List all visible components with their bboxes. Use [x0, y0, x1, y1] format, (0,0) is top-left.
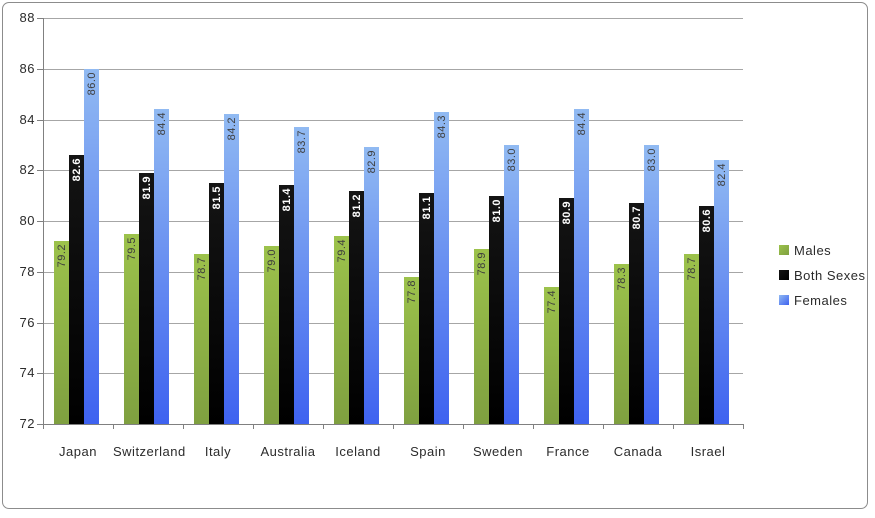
x-axis-tick: [323, 424, 324, 429]
y-axis-tick: [37, 373, 43, 375]
bar-females-japan[interactable]: [84, 68, 99, 424]
gridline: [43, 170, 743, 172]
x-axis-category-label: Sweden: [473, 444, 523, 459]
bar-females-canada[interactable]: [644, 144, 659, 424]
bar-females-france[interactable]: [574, 109, 589, 424]
bar-males-spain[interactable]: [404, 276, 419, 424]
y-axis-tick-label: 88: [19, 10, 35, 25]
bar-females-italy[interactable]: [224, 114, 239, 424]
bar-females-spain[interactable]: [434, 111, 449, 424]
x-axis-category-label: France: [546, 444, 590, 459]
x-axis-tick: [253, 424, 254, 429]
x-axis-tick: [183, 424, 184, 429]
bar-males-iceland[interactable]: [334, 236, 349, 424]
y-axis-tick: [37, 170, 43, 172]
bar-both-sexes-italy[interactable]: [209, 182, 224, 424]
bar-both-sexes-australia[interactable]: [279, 185, 294, 424]
y-axis-tick-label: 84: [19, 111, 35, 127]
legend: Males Both Sexes Females: [779, 242, 866, 308]
bar-females-iceland[interactable]: [364, 147, 379, 424]
x-axis-category-label: Israel: [690, 444, 726, 459]
chart-frame: 79.2 82.6 86.0 79.5 81.9 84.4 78.7 81.5 84.2 79.0…: [2, 2, 868, 509]
y-axis-tick-label: 82: [19, 162, 35, 178]
x-axis-category-label: Iceland: [335, 444, 381, 459]
legend-label: Females: [794, 292, 848, 308]
bar-both-sexes-sweden[interactable]: [489, 195, 504, 424]
x-axis-tick: [463, 424, 464, 429]
y-axis-tick-label: 86: [19, 60, 35, 76]
legend-label: Both Sexes: [794, 267, 866, 283]
x-axis-category-label: Japan: [59, 444, 97, 459]
bar-both-sexes-canada[interactable]: [629, 203, 644, 424]
x-axis-tick: [533, 424, 534, 429]
gridline: [43, 119, 743, 121]
legend-swatch-females: [779, 295, 789, 305]
legend-swatch-males: [779, 245, 789, 255]
legend-item-both-sexes[interactable]: Both Sexes: [779, 267, 866, 283]
gridline: [43, 373, 743, 375]
x-axis-tick: [673, 424, 674, 429]
y-axis-tick: [37, 424, 43, 425]
bar-females-israel[interactable]: [714, 160, 729, 424]
x-axis-category-label: Australia: [260, 444, 316, 459]
bar-both-sexes-israel[interactable]: [699, 205, 714, 424]
bar-males-australia[interactable]: [264, 246, 279, 424]
bar-males-switzerland[interactable]: [124, 233, 139, 424]
bar-both-sexes-france[interactable]: [559, 198, 574, 424]
x-axis-tick: [743, 424, 744, 429]
gridline: [43, 271, 743, 273]
bar-both-sexes-switzerland[interactable]: [139, 172, 154, 424]
y-axis-line: [43, 18, 44, 424]
gridline: [43, 322, 743, 324]
x-axis-tick: [43, 424, 44, 429]
x-axis-category-label: Canada: [613, 444, 663, 459]
gridline: [43, 18, 743, 19]
x-axis-category-label: Switzerland: [113, 444, 186, 459]
y-axis-tick: [37, 18, 43, 19]
plot-area: 79.2 82.6 86.0 79.5 81.9 84.4 78.7 81.5 84.2 79.0…: [43, 18, 743, 424]
y-axis-tick-label: 76: [19, 314, 35, 330]
legend-item-females[interactable]: Females: [779, 292, 866, 308]
legend-item-males[interactable]: Males: [779, 242, 866, 258]
bar-males-canada[interactable]: [614, 264, 629, 424]
bar-males-israel[interactable]: [684, 253, 699, 424]
y-axis-tick: [37, 271, 43, 273]
y-axis-tick: [37, 322, 43, 324]
x-axis-tick: [393, 424, 394, 429]
bar-males-italy[interactable]: [194, 253, 209, 424]
bar-males-japan[interactable]: [54, 241, 69, 424]
y-axis-tick-label: 78: [19, 263, 35, 279]
bar-both-sexes-iceland[interactable]: [349, 190, 364, 424]
x-axis-category-label: Spain: [410, 444, 446, 459]
bar-males-france[interactable]: [544, 286, 559, 424]
y-axis-tick: [37, 68, 43, 70]
bar-both-sexes-spain[interactable]: [419, 193, 434, 424]
x-axis-tick: [603, 424, 604, 429]
legend-swatch-both-sexes: [779, 270, 789, 280]
bar-both-sexes-japan[interactable]: [69, 155, 84, 424]
gridline: [43, 68, 743, 70]
bar-males-sweden[interactable]: [474, 248, 489, 424]
y-axis-tick: [37, 221, 43, 222]
y-axis-tick-label: 72: [19, 416, 35, 431]
y-axis-tick: [37, 119, 43, 121]
legend-label: Males: [794, 242, 832, 258]
y-axis-tick-label: 74: [19, 365, 35, 381]
bar-females-australia[interactable]: [294, 127, 309, 424]
x-axis-tick: [113, 424, 114, 429]
x-axis-category-label: Italy: [204, 444, 232, 459]
bar-females-switzerland[interactable]: [154, 109, 169, 424]
y-axis-tick-label: 80: [19, 213, 35, 228]
bar-females-sweden[interactable]: [504, 144, 519, 424]
gridline: [43, 221, 743, 222]
